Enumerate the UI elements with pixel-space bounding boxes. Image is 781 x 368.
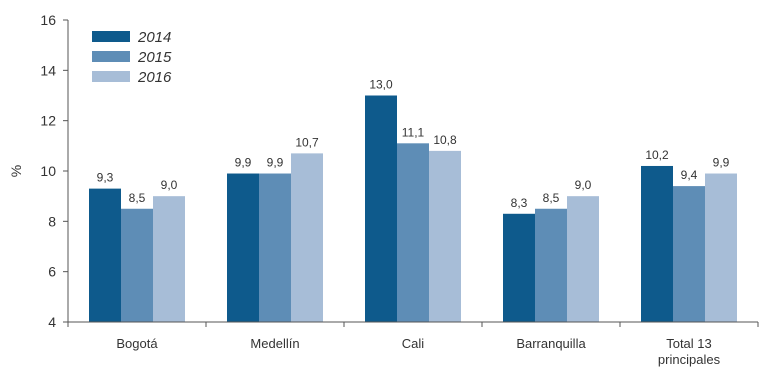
x-category-label: principales — [658, 352, 721, 367]
data-label: 9,3 — [97, 171, 114, 185]
legend-label: 2016 — [137, 69, 172, 86]
bar-2015 — [259, 173, 291, 322]
y-tick-label: 4 — [48, 314, 56, 330]
legend-swatch-2015 — [92, 51, 130, 62]
bar-2014 — [365, 95, 397, 322]
y-axis-title: % — [8, 165, 24, 177]
data-label: 13,0 — [369, 78, 393, 92]
legend-swatch-2014 — [92, 31, 130, 42]
legend-label: 2015 — [137, 49, 172, 66]
bar-2016 — [153, 196, 185, 322]
bar-2015 — [121, 208, 153, 322]
bar-2016 — [429, 150, 461, 322]
legend-label: 2014 — [137, 29, 171, 46]
x-category-label: Total 13 — [666, 336, 712, 351]
data-label: 11,1 — [402, 125, 425, 139]
x-category-label: Bogotá — [116, 336, 158, 351]
x-category-label: Cali — [402, 336, 425, 351]
bar-2016 — [291, 153, 323, 322]
x-axis: Bogotá Medellín Cali Barranquilla Total 13pr… — [67, 321, 759, 367]
bar-2014 — [89, 188, 121, 322]
legend-swatch-2016 — [92, 71, 130, 82]
data-label: 10,8 — [433, 133, 457, 147]
bar-2015 — [397, 143, 429, 322]
bar-2014 — [503, 213, 535, 322]
data-label: 9,0 — [161, 178, 178, 192]
data-label: 9,9 — [235, 156, 252, 170]
bar-2016 — [567, 196, 599, 322]
data-label: 10,7 — [295, 135, 319, 149]
y-tick-label: 8 — [48, 213, 56, 229]
y-tick-label: 10 — [40, 163, 56, 179]
bar-2014 — [641, 165, 673, 322]
legend: 2014 2015 2016 — [92, 29, 172, 86]
data-label: 9,4 — [681, 168, 698, 182]
bar-2016 — [705, 173, 737, 322]
bar-2014 — [227, 173, 259, 322]
data-label: 8,5 — [129, 191, 146, 205]
bars: 9,3 8,5 9,0 9,9 9,9 10,7 13,0 11,1 10,8 8,3 8,5 9,0… — [89, 78, 737, 322]
y-axis: 4 6 8 10 12 14 16 — [40, 12, 69, 330]
data-label: 8,5 — [543, 191, 560, 205]
y-tick-label: 6 — [48, 264, 56, 280]
data-label: 9,9 — [713, 156, 730, 170]
bar-2015 — [673, 186, 705, 322]
data-label: 9,9 — [267, 156, 284, 170]
x-category-label: Barranquilla — [516, 336, 586, 351]
data-label: 10,2 — [645, 148, 669, 162]
bar-2015 — [535, 208, 567, 322]
x-category-label: Medellín — [250, 336, 299, 351]
y-tick-label: 14 — [40, 62, 56, 78]
data-label: 8,3 — [511, 196, 528, 210]
y-tick-label: 12 — [40, 113, 56, 129]
y-tick-label: 16 — [40, 12, 56, 28]
data-label: 9,0 — [575, 178, 592, 192]
